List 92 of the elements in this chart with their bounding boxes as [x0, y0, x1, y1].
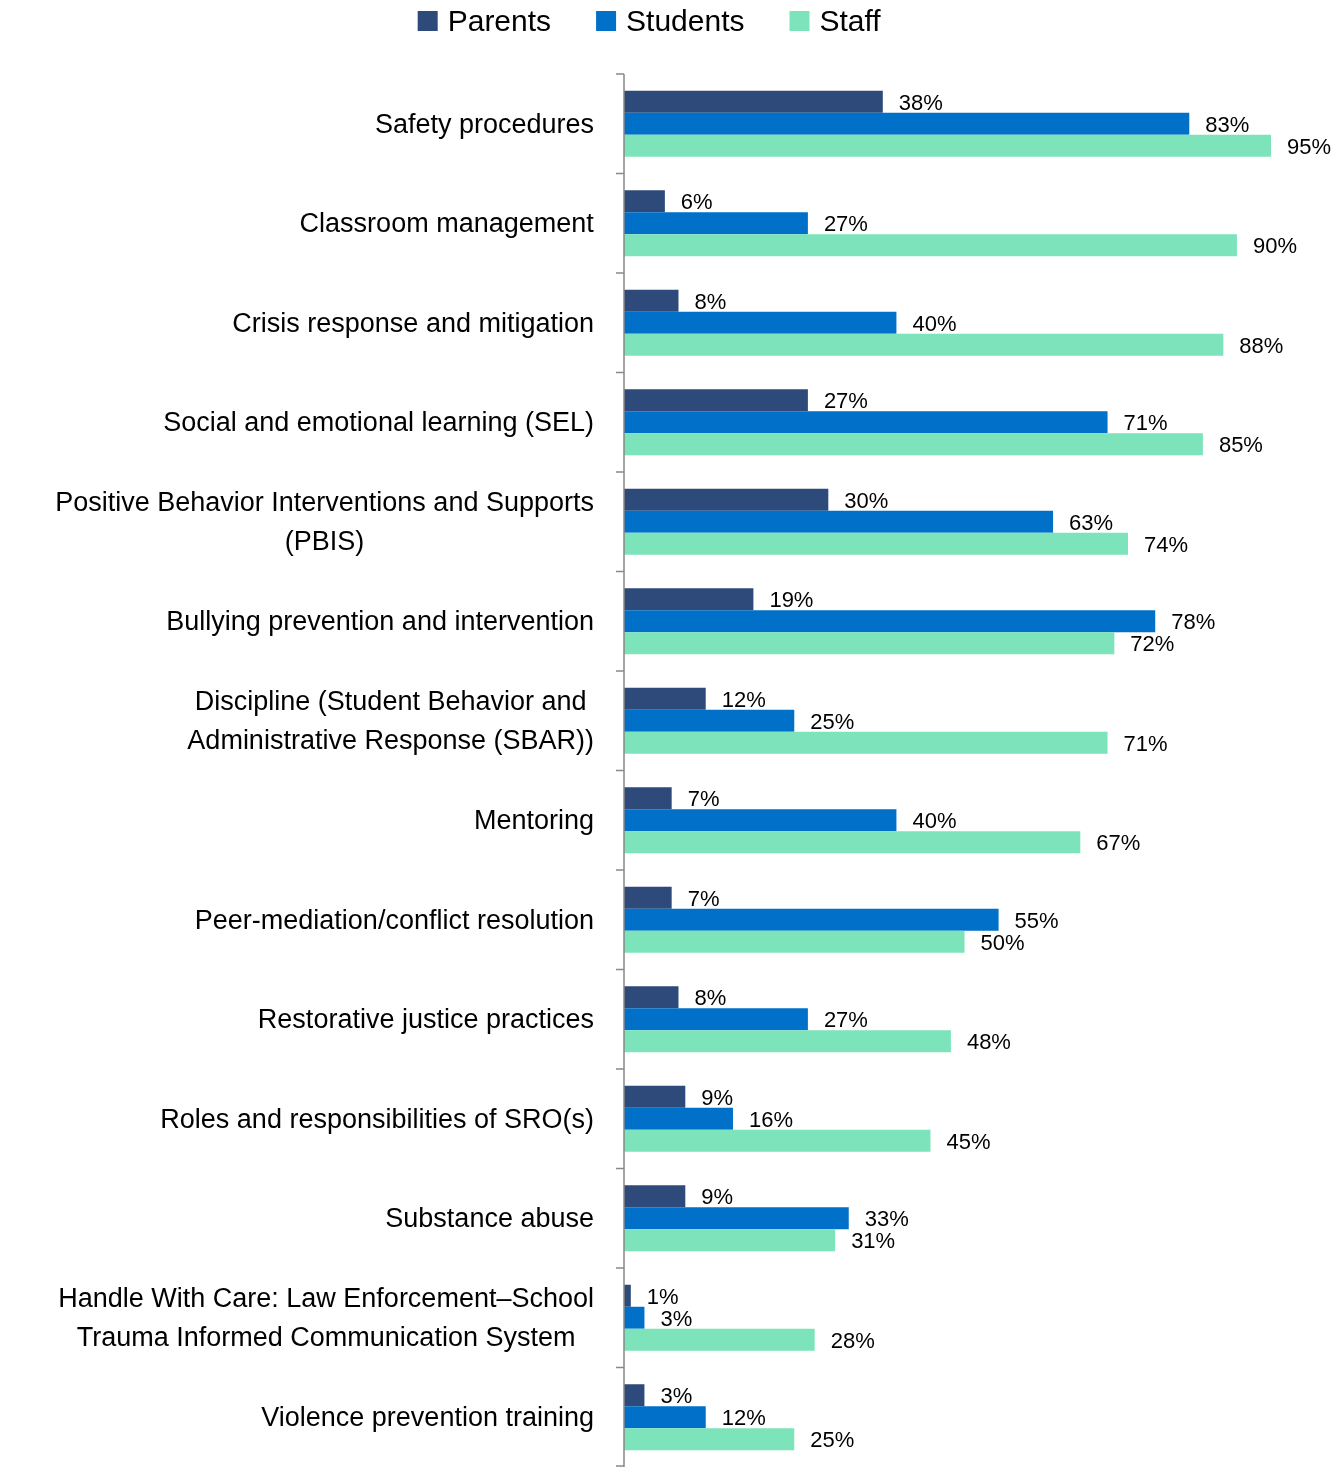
y-tick-label: Classroom management	[299, 208, 595, 239]
bar	[624, 632, 1115, 655]
bar	[624, 1030, 951, 1053]
bar	[624, 731, 1108, 754]
data-label: 19%	[769, 587, 814, 613]
data-label: 71%	[1123, 410, 1168, 436]
data-label: 85%	[1218, 432, 1263, 458]
bar	[624, 90, 883, 113]
data-label: 27%	[823, 211, 868, 237]
bar	[624, 1008, 808, 1031]
bar	[624, 433, 1203, 456]
data-label: 95%	[1287, 133, 1332, 159]
bar	[624, 411, 1108, 434]
y-tick-label: Roles and responsibilities of SRO(s)	[160, 1103, 594, 1134]
data-label: 38%	[898, 89, 943, 115]
data-label: 9%	[701, 1184, 734, 1210]
data-label: 40%	[912, 310, 957, 336]
data-label: 48%	[966, 1029, 1011, 1055]
bar	[624, 389, 808, 412]
bar	[624, 886, 672, 909]
data-label: 27%	[823, 388, 868, 414]
bar	[624, 1107, 733, 1130]
bar	[624, 588, 754, 611]
bar	[624, 787, 672, 810]
data-label: 6%	[680, 189, 713, 215]
data-label: 63%	[1069, 509, 1114, 535]
y-tick-label: Peer-mediation/conflict resolution	[194, 904, 594, 935]
data-label: 90%	[1252, 233, 1297, 259]
y-tick-label: Restorative justice practices	[257, 1004, 594, 1035]
y-tick-label: Positive Behavior Interventions and Supports (PBIS)	[55, 487, 594, 557]
data-label: 67%	[1096, 830, 1141, 856]
bar	[624, 930, 965, 953]
bar	[624, 1185, 686, 1208]
data-label: 45%	[946, 1128, 991, 1154]
bar	[624, 1306, 645, 1329]
data-label: 40%	[912, 808, 957, 834]
y-tick-label: Crisis response and mitigation	[232, 307, 594, 338]
data-label: 83%	[1205, 111, 1250, 137]
bar	[624, 289, 679, 312]
data-label: 28%	[830, 1327, 875, 1353]
bar	[624, 333, 1224, 356]
bar	[624, 532, 1128, 555]
y-tick-label: Violence prevention training	[261, 1402, 594, 1433]
data-label: 7%	[687, 885, 720, 911]
y-tick-label: Substance abuse	[385, 1203, 594, 1234]
bar	[624, 134, 1271, 157]
bar	[624, 687, 706, 710]
data-label: 7%	[687, 786, 720, 812]
y-tick-label: Safety procedures	[374, 108, 594, 139]
data-label: 12%	[721, 1405, 766, 1431]
bar	[624, 986, 679, 1009]
data-label: 25%	[810, 1427, 855, 1453]
bar	[624, 1406, 706, 1429]
y-tick-label: Bullying prevention and intervention	[166, 606, 594, 637]
data-label: 74%	[1143, 531, 1189, 557]
bar	[624, 709, 795, 732]
data-label: 9%	[701, 1084, 734, 1110]
y-tick-label: Social and emotional learning (SEL)	[163, 407, 594, 438]
data-label: 8%	[694, 288, 727, 314]
bar	[624, 831, 1081, 854]
bar	[624, 1207, 849, 1230]
data-label: 12%	[721, 686, 766, 712]
data-label: 88%	[1239, 332, 1284, 358]
legend-label: Parents	[447, 4, 552, 37]
legend-label: Students	[626, 4, 745, 37]
data-label: 27%	[823, 1007, 868, 1033]
bar	[624, 510, 1054, 533]
bar	[624, 809, 897, 832]
bar	[624, 1428, 795, 1451]
bar	[624, 1384, 645, 1407]
bar	[624, 1085, 686, 1108]
bar	[624, 212, 808, 235]
y-tick-label: Mentoring	[473, 805, 594, 836]
legend-label: Staff	[819, 4, 882, 37]
bar	[624, 610, 1156, 633]
data-label: 16%	[748, 1106, 794, 1132]
bar	[624, 112, 1190, 135]
bar	[624, 1229, 836, 1252]
bar	[624, 234, 1237, 257]
bar	[624, 908, 999, 931]
y-tick-label: Handle With Care: Law Enforcement–School Trauma Informed Communication System	[58, 1283, 594, 1353]
bar	[624, 488, 829, 511]
bar	[624, 1328, 815, 1351]
bar	[624, 190, 665, 213]
bar	[624, 311, 897, 334]
data-label: 30%	[844, 487, 889, 513]
data-label: 3%	[660, 1383, 693, 1409]
data-label: 71%	[1123, 730, 1168, 756]
data-label: 25%	[810, 708, 855, 734]
bar	[624, 1129, 931, 1152]
y-tick-label: Discipline (Student Behavior and Administrative Response (SBAR))	[187, 686, 594, 756]
data-label: 8%	[694, 985, 727, 1011]
